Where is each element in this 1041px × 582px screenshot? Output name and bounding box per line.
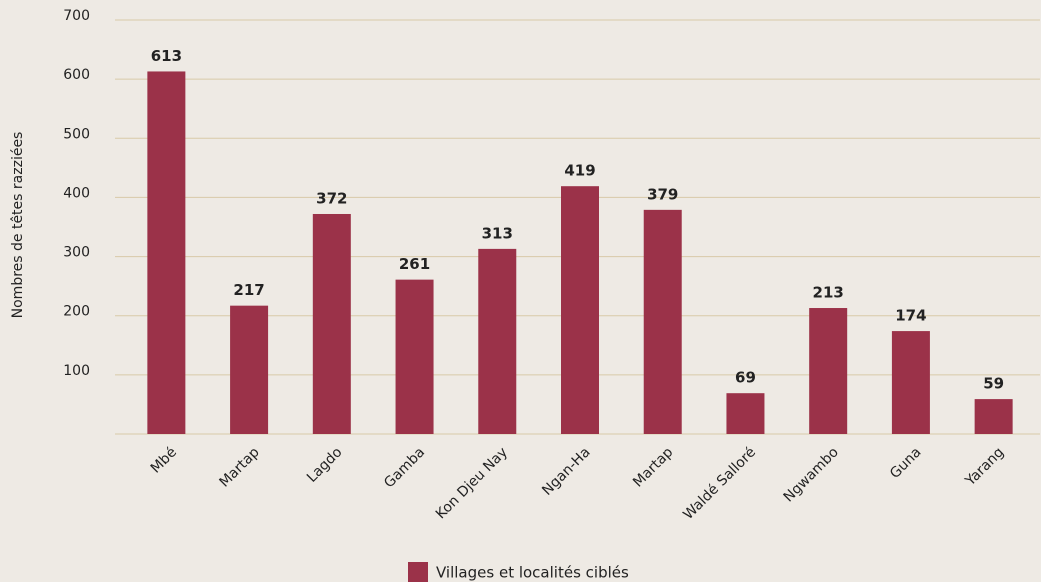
legend-swatch (408, 562, 428, 582)
bar (312, 213, 351, 434)
bar (561, 186, 599, 434)
bar (726, 393, 765, 434)
y-tick-label: 700 (63, 8, 90, 24)
value-label: 313 (482, 224, 513, 242)
y-axis-label: Nombres de têtes razziées (10, 132, 26, 319)
bar (147, 71, 186, 434)
bar (395, 279, 434, 434)
value-label: 419 (564, 162, 595, 180)
y-tick-label: 400 (63, 185, 90, 201)
value-label: 379 (647, 185, 678, 203)
bar (230, 305, 269, 434)
value-label: 372 (316, 189, 347, 207)
value-label: 213 (813, 284, 844, 302)
y-tick-label: 300 (63, 245, 90, 261)
bar (478, 248, 517, 434)
value-label: 59 (983, 375, 1004, 393)
y-tick-label: 100 (63, 363, 90, 379)
value-label: 69 (735, 369, 756, 387)
bar (891, 331, 930, 434)
value-label: 174 (895, 307, 926, 325)
value-label: 217 (233, 281, 264, 299)
bar (974, 399, 1013, 434)
value-label: 261 (399, 255, 430, 273)
y-tick-label: 200 (63, 304, 90, 320)
bar (809, 308, 848, 434)
value-label: 613 (151, 47, 182, 65)
legend-label: Villages et localités ciblés (436, 564, 629, 582)
y-tick-label: 600 (63, 67, 90, 83)
bar (643, 209, 682, 434)
y-tick-label: 500 (63, 126, 90, 142)
